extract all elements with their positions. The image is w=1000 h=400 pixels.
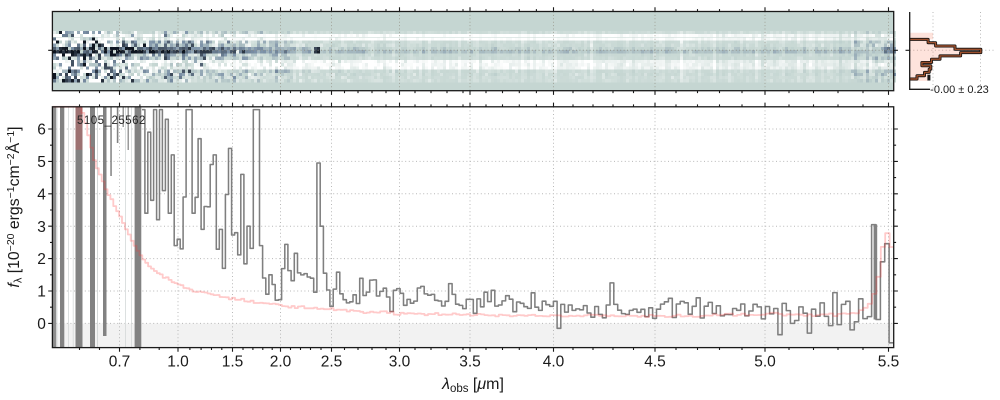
svg-text:4.0: 4.0 <box>543 353 565 370</box>
svg-text:-0.00 ± 0.23: -0.00 ± 0.23 <box>930 84 989 96</box>
svg-text:2: 2 <box>37 251 46 268</box>
svg-text:0: 0 <box>37 316 46 333</box>
svg-text:1: 1 <box>37 284 46 301</box>
svg-text:0.7: 0.7 <box>109 353 131 370</box>
svg-text:5.5: 5.5 <box>878 353 900 370</box>
svg-text:2.0: 2.0 <box>270 353 292 370</box>
svg-text:5.0: 5.0 <box>754 353 776 370</box>
svg-text:5: 5 <box>37 154 46 171</box>
svg-text:3.0: 3.0 <box>389 353 411 370</box>
svg-text:3.5: 3.5 <box>459 353 481 370</box>
svg-text:fλ [10−20 ergs−1cm−2Å−1]: fλ [10−20 ergs−1cm−2Å−1] <box>4 126 25 287</box>
svg-text:1.0: 1.0 <box>167 353 189 370</box>
svg-text:3: 3 <box>37 219 46 236</box>
svg-text:2.5: 2.5 <box>321 353 343 370</box>
svg-text:5105_25562: 5105_25562 <box>77 115 146 127</box>
svg-text:4: 4 <box>37 186 46 203</box>
svg-text:4.5: 4.5 <box>644 353 666 370</box>
svg-text:λobs [μm]: λobs [μm] <box>441 376 504 395</box>
svg-text:6: 6 <box>37 122 46 139</box>
svg-text:1.5: 1.5 <box>222 353 244 370</box>
